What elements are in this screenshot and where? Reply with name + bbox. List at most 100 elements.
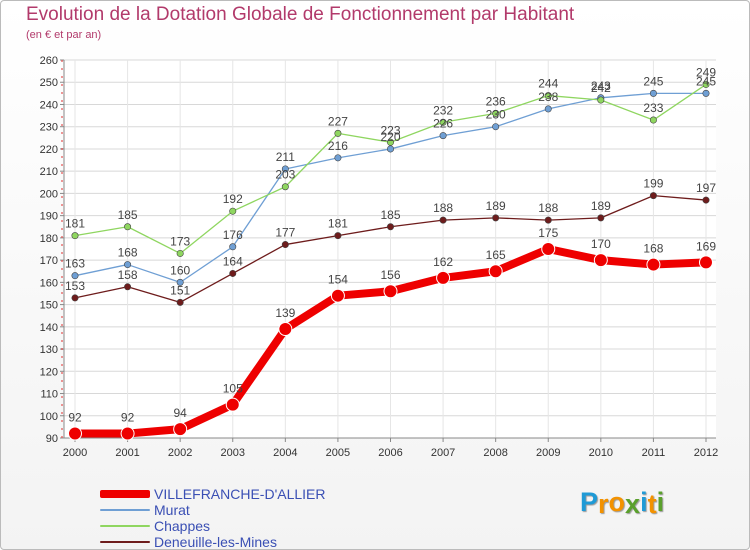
y-tick-label: 200	[40, 188, 58, 200]
data-label-deneuille-les-mines: 158	[118, 268, 138, 282]
data-label-murat: 216	[328, 139, 348, 153]
data-point-deneuille-les-mines	[702, 196, 710, 204]
data-label-chappes: 173	[170, 234, 190, 248]
data-label-chappes: 233	[643, 101, 663, 115]
data-label-deneuille-les-mines: 189	[591, 199, 611, 213]
legend-swatch	[100, 509, 150, 511]
data-point-chappes	[702, 80, 710, 88]
data-point-chappes	[386, 138, 394, 146]
y-tick-label: 160	[40, 277, 58, 289]
data-point-villefranche-d-allier	[278, 322, 293, 337]
x-tick-label: 2010	[589, 447, 613, 459]
data-point-deneuille-les-mines	[334, 232, 342, 240]
legend-label: Chappes	[154, 518, 211, 534]
data-label-murat: 238	[538, 90, 558, 104]
data-label-deneuille-les-mines: 153	[65, 279, 85, 293]
data-label-chappes: 244	[538, 77, 558, 91]
data-point-chappes	[597, 96, 605, 104]
data-label-villefranche-d-allier: 168	[643, 242, 663, 256]
data-label-villefranche-d-allier: 170	[591, 237, 611, 251]
x-tick-label: 2006	[378, 447, 402, 459]
logo-letter: P	[580, 487, 599, 517]
legend-item: Murat	[100, 502, 326, 518]
y-tick-label: 90	[46, 433, 58, 445]
data-point-deneuille-les-mines	[176, 298, 184, 306]
data-label-deneuille-les-mines: 197	[696, 181, 716, 195]
data-point-villefranche-d-allier	[68, 426, 82, 441]
y-tick-label: 150	[40, 300, 58, 312]
data-point-deneuille-les-mines	[386, 223, 394, 231]
data-point-deneuille-les-mines	[544, 216, 552, 224]
data-label-deneuille-les-mines: 199	[643, 177, 663, 191]
data-point-chappes	[229, 207, 237, 215]
data-label-chappes: 192	[223, 192, 243, 206]
x-tick-label: 2000	[63, 447, 87, 459]
data-point-murat	[176, 278, 184, 286]
y-tick-label: 100	[40, 411, 58, 423]
data-label-villefranche-d-allier: 156	[380, 268, 400, 282]
x-tick-label: 2008	[483, 447, 507, 459]
data-point-villefranche-d-allier	[699, 255, 713, 270]
data-point-murat	[439, 132, 447, 140]
data-label-chappes: 242	[591, 81, 611, 95]
data-label-deneuille-les-mines: 185	[380, 208, 400, 222]
data-label-villefranche-d-allier: 162	[433, 255, 453, 269]
data-point-deneuille-les-mines	[281, 241, 289, 249]
y-tick-label: 250	[40, 77, 58, 89]
x-tick-label: 2003	[221, 447, 245, 459]
legend: VILLEFRANCHE-D'ALLIER Murat Chappes Deneuil…	[100, 486, 326, 550]
data-label-villefranche-d-allier: 165	[486, 248, 506, 262]
data-point-murat	[124, 261, 132, 269]
data-point-villefranche-d-allier	[646, 257, 661, 272]
legend-swatch	[100, 541, 150, 543]
data-point-murat	[386, 145, 394, 153]
data-label-murat: 211	[276, 150, 295, 164]
legend-swatch	[100, 490, 150, 498]
data-label-murat: 220	[380, 130, 400, 144]
data-label-villefranche-d-allier: 139	[275, 306, 295, 320]
x-tick-label: 2005	[326, 447, 350, 459]
data-point-villefranche-d-allier	[541, 242, 556, 256]
logo-letter: o	[608, 487, 626, 517]
data-point-chappes	[544, 92, 552, 100]
data-point-villefranche-d-allier	[330, 288, 345, 303]
data-label-chappes: 227	[328, 114, 348, 128]
data-label-chappes: 236	[486, 94, 506, 108]
data-point-murat	[334, 154, 342, 162]
data-point-murat	[649, 89, 657, 97]
data-point-villefranche-d-allier	[120, 426, 135, 441]
x-tick-label: 2002	[168, 447, 192, 459]
legend-label: VILLEFRANCHE-D'ALLIER	[154, 486, 326, 502]
data-label-deneuille-les-mines: 188	[433, 201, 453, 215]
y-tick-label: 110	[40, 389, 58, 401]
data-point-villefranche-d-allier	[383, 284, 398, 299]
y-tick-label: 130	[40, 344, 58, 356]
data-point-deneuille-les-mines	[124, 283, 132, 291]
legend-swatch	[100, 525, 150, 527]
data-point-deneuille-les-mines	[439, 216, 447, 224]
data-labels: 153 158 151 164 177 181 185 188 189 188 189 199 197 1…	[65, 65, 716, 424]
data-point-murat	[71, 272, 79, 280]
data-label-deneuille-les-mines: 181	[328, 217, 348, 231]
y-tick-label: 120	[40, 366, 58, 378]
y-tick-label: 230	[40, 122, 58, 134]
data-label-murat: 230	[486, 108, 506, 122]
proxiti-logo: Proxiti	[580, 487, 664, 519]
data-label-villefranche-d-allier: 94	[173, 406, 187, 420]
data-label-chappes: 181	[65, 217, 85, 231]
logo-letter: x	[625, 489, 641, 519]
data-label-deneuille-les-mines: 189	[486, 199, 506, 213]
data-label-deneuille-les-mines: 177	[275, 226, 295, 240]
x-tick-label: 2009	[536, 447, 560, 459]
series	[68, 80, 713, 441]
data-label-murat: 245	[696, 74, 716, 88]
data-point-villefranche-d-allier	[593, 253, 608, 268]
data-point-villefranche-d-allier	[436, 270, 451, 285]
data-point-deneuille-les-mines	[71, 294, 79, 302]
data-point-deneuille-les-mines	[492, 214, 500, 222]
data-label-villefranche-d-allier: 169	[696, 239, 716, 253]
x-tick-label: 2001	[115, 447, 139, 459]
legend-item: Deneuille-les-Mines	[100, 534, 326, 550]
data-label-chappes: 232	[433, 103, 453, 117]
data-point-villefranche-d-allier	[488, 264, 503, 279]
